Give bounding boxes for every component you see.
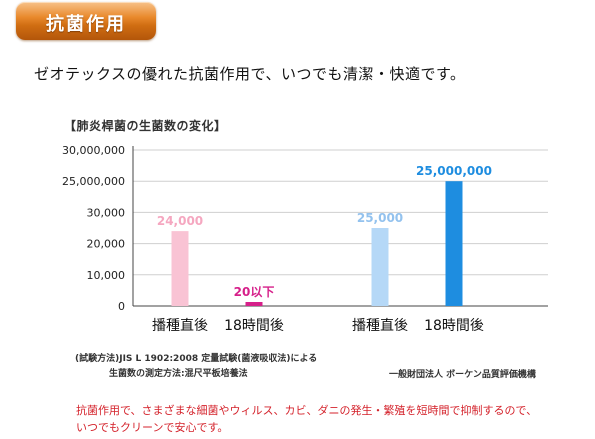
bar-value-label: 20以下 — [234, 285, 275, 299]
x-category-label: 18時間後 — [424, 318, 484, 334]
bar-value-label: 25,000,000 — [416, 164, 492, 178]
y-tick-label: 30,000,000 — [62, 144, 125, 157]
section-title: 抗菌作用 — [46, 14, 126, 35]
y-tick-label: 0 — [118, 300, 125, 313]
y-tick-label: 20,000 — [87, 238, 126, 251]
x-category-label: 播種直後 — [152, 317, 208, 334]
bar — [171, 231, 189, 306]
test-method-line-1: (試験方法)JIS L 1902:2008 定量試験(菌液吸収法)による — [75, 354, 318, 364]
chart-title: 【肺炎桿菌の生菌数の変化】 — [64, 119, 227, 133]
footer-note: 抗菌作用で、さまざまな細菌やウィルス、カビ、ダニの発生・繁殖を短時間で抑制するの… — [76, 404, 538, 434]
x-category-label: 18時間後 — [224, 318, 284, 334]
bar-value-label: 25,000 — [357, 211, 403, 225]
section-header-tab: 抗菌作用 — [16, 2, 156, 40]
bar — [245, 302, 263, 306]
y-tick-label: 25,000,000 — [62, 175, 125, 188]
bar — [371, 228, 389, 306]
y-tick-label: 10,000 — [87, 269, 126, 282]
evaluator-credit: 一般財団法人 ボーケン品質評価機構 — [389, 370, 536, 380]
bar-value-label: 24,000 — [157, 214, 203, 228]
x-category-label: 播種直後 — [352, 317, 408, 334]
test-method-line-2: 生菌数の測定方法:混尺平板培養法 — [109, 369, 248, 379]
y-tick-label: 30,000 — [87, 206, 126, 219]
tagline: ゼオテックスの優れた抗菌作用で、いつでも清潔・快適です。 — [34, 65, 466, 83]
bar — [445, 181, 463, 306]
